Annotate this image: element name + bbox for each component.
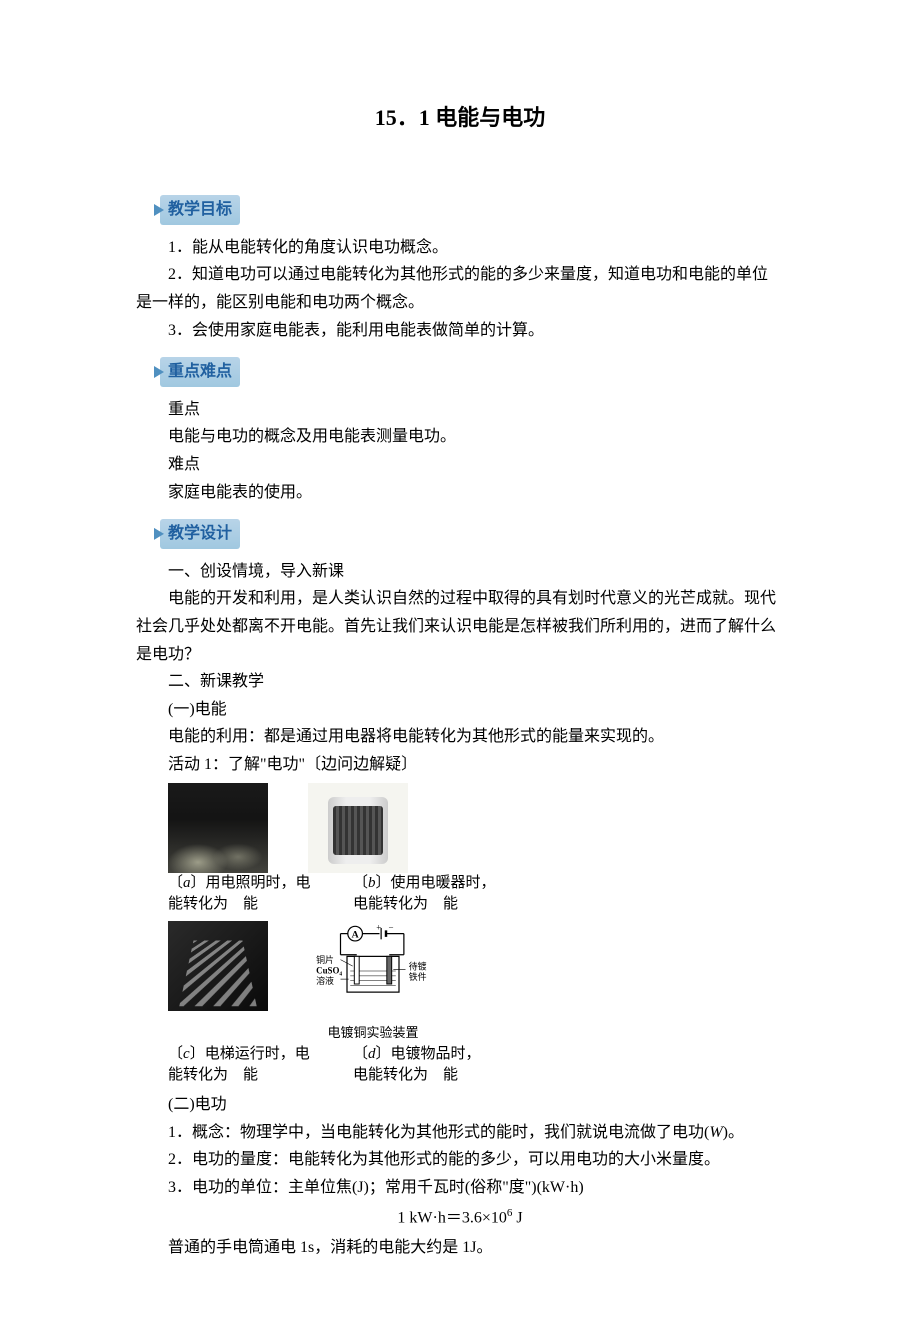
caption-b-title: 〔b〕使用电暖器时， (353, 875, 496, 891)
objective-item-3: 3．会使用家庭电能表，能利用电能表做简单的计算。 (136, 318, 784, 344)
design-part1-heading: 一、创设情境，导入新课 (136, 559, 784, 585)
difficulty-heading: 难点 (136, 452, 784, 478)
caption-c: 〔c〕电梯运行时，电 能转化为 能 (168, 1044, 333, 1086)
sub2-item-1: 1．概念：物理学中，当电能转化为其他形式的能时，我们就说电流做了电功(W)。 (136, 1120, 784, 1146)
caption-d-body: 电能转化为 能 (353, 1067, 458, 1083)
image-row-2: A + − 铜片 CuSO₄ 溶 (168, 921, 784, 1044)
difficulty-content: 家庭电能表的使用。 (136, 480, 784, 506)
formula: 1 kW·h＝3.6×106 J (136, 1205, 784, 1231)
objective-item-1: 1．能从电能转化的角度认识电功概念。 (136, 235, 784, 261)
objective-item-2: 2．知道电功可以通过电能转化为其他形式的能的多少来量度，知道电功和电能的单位 (136, 262, 784, 288)
solution-label: 溶液 (316, 975, 334, 986)
iron-label: 铁件 (409, 971, 427, 982)
image-row-1 (168, 783, 784, 873)
caption-a-title: 〔a〕用电照明时，电 (168, 875, 311, 891)
design-part1-content2: 社会几乎处处都离不开电能。首先让我们来认识电能是怎样被我们所利用的，进而了解什么 (136, 614, 784, 640)
image-cell-a (168, 783, 268, 873)
plating-label: 待镀 (409, 961, 427, 972)
caption-c-title: 〔c〕电梯运行时，电 (168, 1046, 310, 1062)
caption-c-body: 能转化为 能 (168, 1067, 258, 1083)
section-objectives: 教学目标 1．能从电能转化的角度认识电功概念。 2．知道电功可以通过电能转化为其… (136, 195, 784, 343)
key-content: 电能与电功的概念及用电能表测量电功。 (136, 424, 784, 450)
final-text: 普通的手电筒通电 1s，消耗的电能大约是 1J。 (136, 1235, 784, 1261)
image-city-night (168, 783, 268, 873)
caption-d-title: 〔d〕电镀物品时， (353, 1046, 481, 1062)
electroplate-diagram: A + − 铜片 CuSO₄ 溶 (308, 921, 438, 1021)
caption-b: 〔b〕使用电暖器时， 电能转化为 能 (353, 873, 518, 915)
design-part2-heading: 二、新课教学 (136, 669, 784, 695)
subsection2: (二)电功 (136, 1092, 784, 1118)
design-part1-content: 电能的开发和利用，是人类认识自然的过程中取得的具有划时代意义的光芒成就。现代 (136, 586, 784, 612)
caption-a-body: 能转化为 能 (168, 896, 258, 912)
key-heading: 重点 (136, 397, 784, 423)
caption-row-2: 〔c〕电梯运行时，电 能转化为 能 〔d〕电镀物品时， 电能转化为 能 (168, 1044, 784, 1086)
page-title: 15．1 电能与电功 (136, 100, 784, 135)
caption-a: 〔a〕用电照明时，电 能转化为 能 (168, 873, 333, 915)
copper-label: 铜片 (316, 954, 334, 965)
badge-objectives: 教学目标 (160, 195, 240, 225)
diagram-setup-label: 电镀铜实验装置 (327, 1023, 418, 1044)
subsection1-content: 电能的利用：都是通过用电器将电能转化为其他形式的能量来实现的。 (136, 724, 784, 750)
image-cell-b (308, 783, 408, 873)
badge-key-points: 重点难点 (160, 357, 240, 387)
cuso4-label: CuSO₄ (316, 966, 342, 976)
image-heater (308, 783, 408, 873)
sub2-item-3: 3．电功的单位：主单位焦(J)；常用千瓦时(俗称"度")(kW·h) (136, 1175, 784, 1201)
image-escalator (168, 921, 268, 1011)
caption-b-body: 电能转化为 能 (353, 896, 458, 912)
svg-text:−: − (388, 923, 393, 933)
design-part1-content3: 是电功？ (136, 642, 784, 668)
image-cell-d: A + − 铜片 CuSO₄ 溶 (308, 921, 438, 1044)
subsection1: (一)电能 (136, 697, 784, 723)
activity1: 活动 1：了解"电功"〔边问边解疑〕 (136, 752, 784, 778)
image-cell-c (168, 921, 268, 1044)
caption-row-1: 〔a〕用电照明时，电 能转化为 能 〔b〕使用电暖器时， 电能转化为 能 (168, 873, 784, 915)
section-design: 教学设计 一、创设情境，导入新课 电能的开发和利用，是人类认识自然的过程中取得的… (136, 519, 784, 1260)
objective-item-2-cont: 是一样的，能区别电能和电功两个概念。 (136, 290, 784, 316)
badge-design: 教学设计 (160, 519, 240, 549)
ammeter-label: A (352, 930, 359, 941)
sub2-item-2: 2．电功的量度：电能转化为其他形式的能的多少，可以用电功的大小米量度。 (136, 1147, 784, 1173)
caption-d: 〔d〕电镀物品时， 电能转化为 能 (353, 1044, 518, 1086)
section-key-points: 重点难点 重点 电能与电功的概念及用电能表测量电功。 难点 家庭电能表的使用。 (136, 357, 784, 505)
